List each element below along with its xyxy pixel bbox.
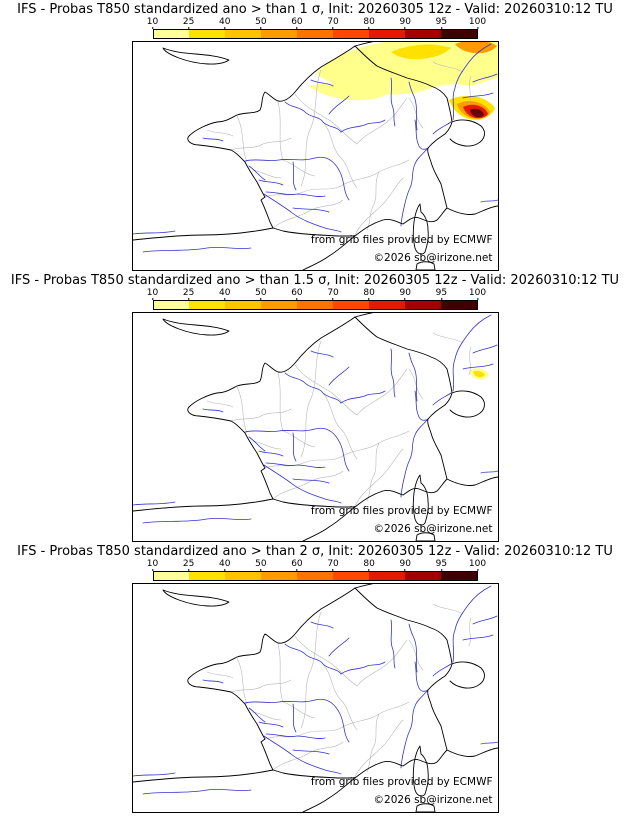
panel-sigma-2: IFS - Probas T850 standardized ano > tha… xyxy=(0,542,630,813)
colorbar-tick-labels: 10 25 40 50 60 70 80 90 95 100 xyxy=(147,559,486,571)
colorbar-segment xyxy=(225,301,262,309)
map-svg xyxy=(132,313,498,541)
colorbar-segment xyxy=(153,301,190,309)
colorbar-tick-label: 60 xyxy=(291,17,303,27)
colorbar-tick-label: 40 xyxy=(218,559,231,569)
colorbar-tick-label: 80 xyxy=(363,288,375,298)
colorbar-tick-label: 70 xyxy=(327,288,339,298)
anomaly-blob xyxy=(308,83,391,101)
colorbar: 10 25 40 50 60 70 80 90 95 100 xyxy=(147,17,486,39)
colorbar-tick-label: 90 xyxy=(399,559,411,569)
map-france: from grib files provided by ECMWF ©2026 … xyxy=(131,41,499,271)
colorbar-segment xyxy=(440,572,477,580)
colorbar-segment xyxy=(297,301,333,309)
credit-copyright: ©2026 sb@irizone.net xyxy=(373,523,493,535)
colorbar-segment xyxy=(153,572,190,580)
anomaly-blob xyxy=(469,108,484,118)
colorbar-tick-label: 95 xyxy=(435,17,448,27)
colorbar-segment xyxy=(332,30,369,38)
credit-ecmwf: from grib files provided by ECMWF xyxy=(310,776,493,788)
anomaly-blob xyxy=(432,67,493,86)
anomaly-blob xyxy=(390,44,451,60)
colorbar-segment xyxy=(225,30,262,38)
credit-copyright: ©2026 sb@irizone.net xyxy=(373,252,493,264)
colorbar-tick-labels: 10 25 40 50 60 70 80 90 95 100 xyxy=(147,288,486,300)
colorbar-tick-label: 80 xyxy=(363,559,375,569)
colorbar-tick-label: 100 xyxy=(468,17,487,27)
colorbar-segment xyxy=(440,301,477,309)
colorbar-tick-label: 50 xyxy=(255,559,267,569)
colorbar-segment xyxy=(225,572,262,580)
panel-title: IFS - Probas T850 standardized ano > tha… xyxy=(17,544,613,559)
colorbar-segment xyxy=(368,572,405,580)
colorbar-gradient xyxy=(152,571,478,581)
anomaly-blob xyxy=(454,42,497,54)
colorbar-tick-label: 95 xyxy=(435,559,448,569)
colorbar-segment xyxy=(368,30,405,38)
colorbar-segment xyxy=(153,30,190,38)
map-france: from grib files provided by ECMWF ©2026 … xyxy=(131,583,499,813)
colorbar-tick-label: 10 xyxy=(146,559,159,569)
colorbar-segment xyxy=(261,572,298,580)
colorbar: 10 25 40 50 60 70 80 90 95 100 xyxy=(147,288,486,310)
colorbar-tick-label: 40 xyxy=(218,288,231,298)
colorbar-tick-labels: 10 25 40 50 60 70 80 90 95 100 xyxy=(147,17,486,29)
colorbar-segment xyxy=(297,30,333,38)
colorbar-tick-label: 70 xyxy=(327,17,339,27)
colorbar-tick-label: 50 xyxy=(255,17,267,27)
colorbar: 10 25 40 50 60 70 80 90 95 100 xyxy=(147,559,486,581)
colorbar-segment xyxy=(261,30,298,38)
anomaly-blob xyxy=(472,371,485,378)
colorbar-tick-label: 95 xyxy=(435,288,448,298)
panel-sigma-1: IFS - Probas T850 standardized ano > tha… xyxy=(0,0,630,271)
colorbar-segment xyxy=(368,301,405,309)
colorbar-tick-label: 60 xyxy=(291,288,303,298)
panel-title: IFS - Probas T850 standardized ano > tha… xyxy=(17,2,613,17)
colorbar-segment xyxy=(189,572,226,580)
colorbar-segment xyxy=(189,301,226,309)
colorbar-tick-label: 25 xyxy=(182,17,195,27)
colorbar-tick-label: 10 xyxy=(146,17,159,27)
colorbar-tick-label: 100 xyxy=(468,559,487,569)
colorbar-tick-label: 25 xyxy=(182,288,195,298)
colorbar-segment xyxy=(332,572,369,580)
colorbar-segment xyxy=(404,301,441,309)
colorbar-segment xyxy=(404,30,441,38)
blob-layer xyxy=(308,42,498,120)
colorbar-segment xyxy=(261,301,298,309)
panel-sigma-1-5: IFS - Probas T850 standardized ano > tha… xyxy=(0,271,630,542)
credit-ecmwf: from grib files provided by ECMWF xyxy=(310,505,493,517)
colorbar-tick-label: 80 xyxy=(363,17,375,27)
colorbar-tick-label: 60 xyxy=(291,559,303,569)
colorbar-segment xyxy=(440,30,477,38)
colorbar-segment xyxy=(404,572,441,580)
colorbar-tick-label: 90 xyxy=(399,288,411,298)
colorbar-segment xyxy=(297,572,333,580)
colorbar-gradient xyxy=(152,29,478,39)
colorbar-tick-label: 100 xyxy=(468,288,487,298)
colorbar-tick-label: 90 xyxy=(399,17,411,27)
panel-title: IFS - Probas T850 standardized ano > tha… xyxy=(10,273,620,288)
credit-copyright: ©2026 sb@irizone.net xyxy=(373,794,493,806)
map-svg xyxy=(132,42,498,270)
map-france: from grib files provided by ECMWF ©2026 … xyxy=(131,312,499,542)
colorbar-tick-label: 40 xyxy=(218,17,231,27)
colorbar-tick-label: 25 xyxy=(182,559,195,569)
colorbar-segment xyxy=(332,301,369,309)
colorbar-tick-label: 70 xyxy=(327,559,339,569)
colorbar-gradient xyxy=(152,300,478,310)
colorbar-segment xyxy=(189,30,226,38)
credit-ecmwf: from grib files provided by ECMWF xyxy=(310,234,493,246)
colorbar-tick-label: 10 xyxy=(146,288,159,298)
colorbar-tick-label: 50 xyxy=(255,288,267,298)
blob-layer xyxy=(468,368,489,380)
